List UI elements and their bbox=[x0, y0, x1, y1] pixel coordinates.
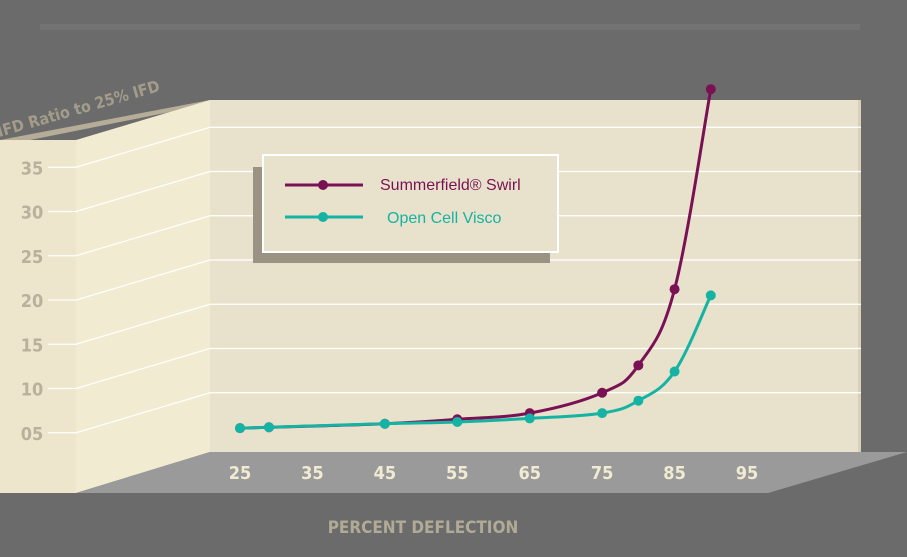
y-tick-label: 30 bbox=[21, 203, 44, 224]
side-grid-line bbox=[75, 126, 211, 168]
x-tick-label: 35 bbox=[301, 463, 324, 484]
legend-swirl-label: Summerfield® Swirl bbox=[380, 177, 521, 194]
legend-item-visco: Open Cell Visco bbox=[285, 210, 502, 227]
legend-item-swirl: Summerfield® Swirl bbox=[285, 177, 521, 194]
x-tick-label: 55 bbox=[446, 463, 469, 484]
side-grid-line bbox=[75, 303, 211, 345]
data-point bbox=[452, 416, 463, 427]
data-point bbox=[379, 418, 390, 429]
x-tick-label: 25 bbox=[229, 463, 252, 484]
x-tick-labels: 25 35 45 55 65 75 85 95 bbox=[229, 463, 759, 484]
data-point bbox=[597, 387, 608, 398]
data-point bbox=[263, 422, 274, 433]
x-axis-label: PERCENT DEFLECTION bbox=[328, 518, 519, 538]
legend-visco-label: Open Cell Visco bbox=[387, 210, 502, 227]
y-tick-label: 15 bbox=[21, 335, 44, 356]
series-open-cell-visco bbox=[235, 290, 716, 434]
legend-visco-marker bbox=[318, 212, 328, 222]
axis-panel bbox=[0, 140, 76, 493]
side-grid-line bbox=[75, 259, 211, 301]
legend: Summerfield® Swirl Open Cell Visco bbox=[253, 154, 559, 263]
side-grid-line bbox=[75, 392, 211, 434]
data-point bbox=[705, 84, 716, 95]
y-tick-label: 35 bbox=[21, 158, 44, 179]
x-tick-label: 85 bbox=[663, 463, 686, 484]
data-point bbox=[597, 408, 608, 419]
top-band bbox=[40, 24, 860, 30]
data-point bbox=[524, 413, 535, 424]
side-grid-line bbox=[75, 347, 211, 390]
floor bbox=[76, 452, 907, 493]
y-tick-label: 10 bbox=[21, 380, 44, 401]
x-tick-label: 95 bbox=[736, 463, 759, 484]
data-point bbox=[669, 284, 680, 295]
series-layer bbox=[235, 84, 716, 434]
legend-swirl-marker bbox=[318, 180, 328, 190]
side-wall bbox=[76, 100, 210, 493]
data-point bbox=[633, 360, 644, 371]
legend-box bbox=[262, 154, 559, 253]
data-point bbox=[705, 290, 716, 301]
side-grid-line bbox=[75, 170, 211, 213]
data-point bbox=[633, 395, 644, 406]
x-tick-label: 45 bbox=[374, 463, 397, 484]
y-tick-label: 25 bbox=[21, 247, 44, 268]
back-wall-right-edge bbox=[858, 100, 861, 452]
x-tick-label: 75 bbox=[591, 463, 614, 484]
y-tick-labels: 05 10 15 20 25 30 35 bbox=[21, 158, 44, 445]
plot-back-wall bbox=[210, 100, 861, 452]
x-tick-label: 65 bbox=[518, 463, 541, 484]
data-point bbox=[235, 423, 245, 434]
y-tick-label: 05 bbox=[21, 424, 44, 445]
back-wall-top bbox=[0, 100, 210, 146]
side-grid-line bbox=[75, 215, 211, 257]
y-tick-label: 20 bbox=[21, 291, 44, 312]
data-point bbox=[669, 366, 680, 377]
